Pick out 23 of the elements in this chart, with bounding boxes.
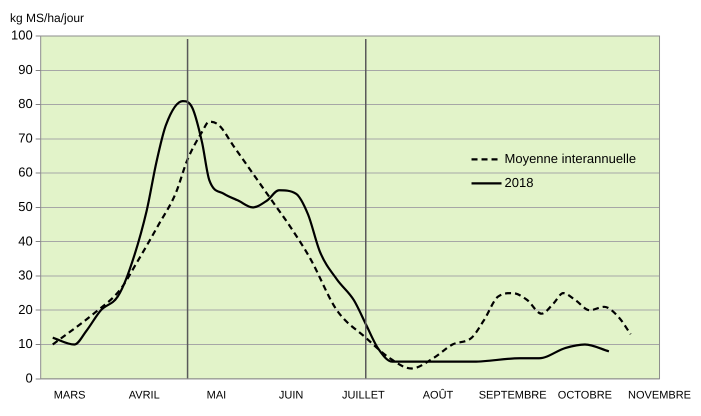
y-tick-label: 50 — [18, 198, 33, 214]
legend-label: 2018 — [504, 174, 534, 190]
x-tick-label: MARS — [54, 389, 86, 402]
x-tick-label: AOÛT — [422, 388, 454, 402]
x-tick-label: OCTOBRE — [558, 389, 612, 402]
x-tick-label: JUILLET — [342, 389, 386, 402]
y-tick-label: 0 — [25, 370, 33, 386]
x-tick-label: SEPTEMBRE — [478, 389, 547, 402]
legend-label: Moyenne interannuelle — [504, 150, 636, 166]
y-tick-label: 90 — [18, 62, 33, 77]
y-axis-title: kg MS/ha/jour — [10, 11, 84, 25]
y-tick-label: 60 — [18, 164, 33, 180]
x-tick-label: MAI — [206, 389, 226, 402]
y-tick-label: 30 — [18, 268, 33, 283]
x-tick-label: AVRIL — [128, 389, 160, 402]
y-tick-label: 10 — [18, 336, 33, 352]
y-tick-label: 80 — [18, 96, 33, 112]
y-tick-label: 40 — [18, 233, 33, 248]
y-tick-label: 70 — [18, 130, 33, 146]
x-tick-label: NOVEMBRE — [628, 389, 692, 402]
x-tick-label: JUIN — [278, 389, 304, 402]
y-tick-label: 20 — [18, 302, 33, 317]
y-tick-label: 100 — [10, 28, 33, 43]
